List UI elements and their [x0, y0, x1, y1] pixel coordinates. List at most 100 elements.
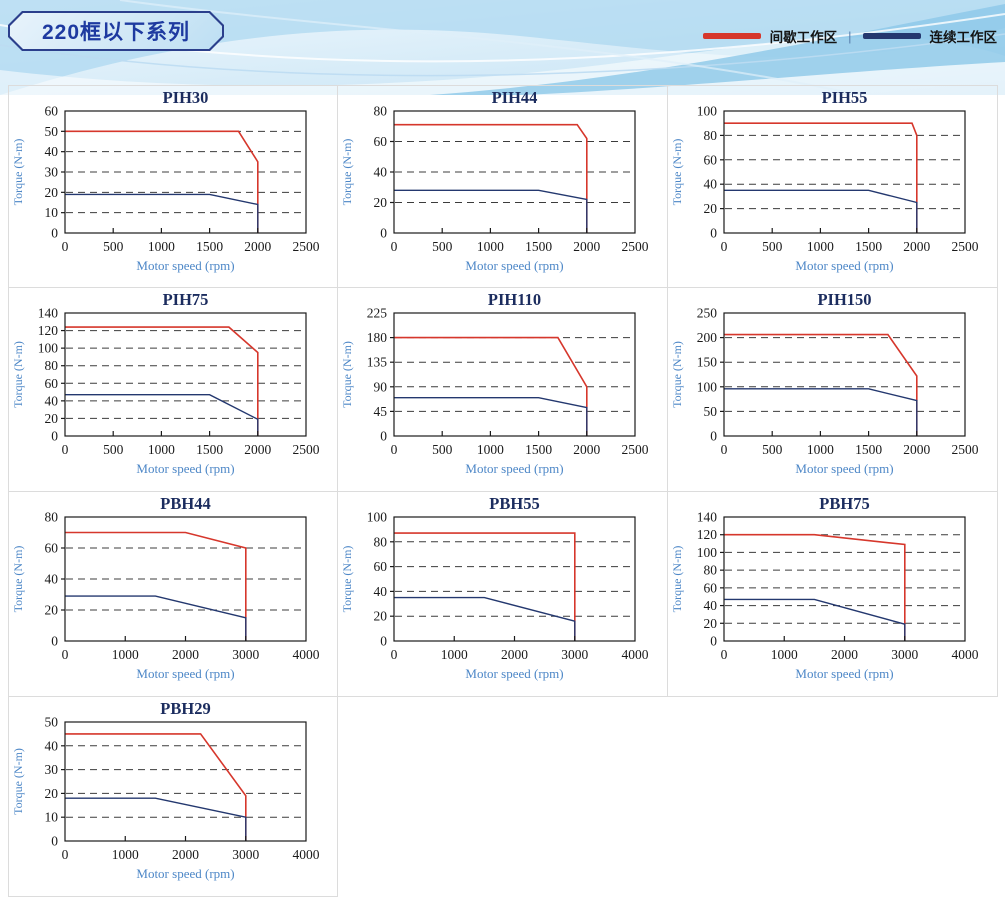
y-tick-label: 0 — [51, 429, 58, 444]
chart-title: PIH110 — [488, 290, 541, 309]
x-axis-label: Motor speed (rpm) — [795, 258, 893, 273]
chart-PIH44: 0 500 1000 1500 2000 2500 0 20 40 60 80 PIH44 Motor … — [340, 88, 649, 273]
chart-cell-PBH29: 0 1000 2000 3000 4000 0 10 20 30 40 50 PBH29 Motor s… — [8, 697, 338, 897]
y-tick-label: 40 — [374, 165, 388, 180]
chart-cell-PIH55: 0 500 1000 1500 2000 2500 0 20 40 60 80 100 PIH55 Mot… — [668, 85, 998, 288]
chart-title: PIH30 — [163, 88, 209, 107]
axis-box — [64, 721, 307, 842]
x-tick-label: 1500 — [855, 239, 882, 254]
x-tick-label: 2500 — [293, 442, 320, 457]
x-tick-label: 1000 — [441, 647, 468, 662]
y-tick-label: 20 — [704, 201, 718, 216]
chart-cell-PBH75: 0 1000 2000 3000 4000 0 20 40 60 80 100 120 140 PBH75… — [668, 492, 998, 697]
x-tick-label: 1000 — [148, 442, 175, 457]
empty-cell — [668, 697, 998, 897]
intermittent-line — [65, 733, 247, 841]
continuous-line — [65, 393, 259, 436]
chart-cell-PIH44: 0 500 1000 1500 2000 2500 0 20 40 60 80 PIH44 Motor … — [338, 85, 668, 288]
x-axis-label: Motor speed (rpm) — [136, 461, 234, 476]
x-tick-label: 1000 — [148, 239, 175, 254]
y-tick-label: 50 — [45, 715, 59, 730]
chart-PIH150: 0 500 1000 1500 2000 2500 0 50 100 150 200 250 PIH15… — [670, 290, 979, 476]
x-tick-label: 1000 — [807, 239, 834, 254]
intermittent-line — [724, 333, 918, 436]
x-tick-label: 0 — [62, 239, 69, 254]
x-tick-label: 1500 — [525, 442, 552, 457]
continuous-zone-label: 连续工作区 — [929, 30, 998, 45]
x-tick-label: 0 — [721, 239, 728, 254]
y-tick-label: 120 — [697, 527, 718, 542]
y-tick-label: 20 — [45, 185, 59, 200]
x-tick-label: 3000 — [232, 647, 259, 662]
x-tick-label: 2000 — [501, 647, 528, 662]
x-tick-label: 2000 — [172, 647, 199, 662]
y-tick-label: 140 — [697, 510, 718, 525]
chart-PBH75: 0 1000 2000 3000 4000 0 20 40 60 80 100 120 140 PBH75… — [670, 494, 979, 681]
x-tick-label: 1000 — [771, 647, 798, 662]
chart-cell-PIH150: 0 500 1000 1500 2000 2500 0 50 100 150 200 250 PIH15… — [668, 288, 998, 492]
x-tick-label: 1500 — [196, 239, 223, 254]
y-axis-label: Torque (N-m) — [11, 341, 25, 408]
x-tick-label: 2500 — [622, 442, 649, 457]
y-tick-label: 80 — [374, 534, 388, 549]
x-tick-label: 2000 — [903, 239, 930, 254]
y-tick-label: 100 — [697, 104, 718, 119]
x-tick-label: 0 — [62, 647, 69, 662]
y-tick-label: 80 — [704, 128, 718, 143]
x-axis-label: Motor speed (rpm) — [795, 461, 893, 476]
x-tick-label: 2000 — [573, 239, 600, 254]
chart-title: PIH44 — [492, 88, 538, 107]
y-tick-label: 0 — [51, 634, 58, 649]
y-tick-label: 60 — [374, 559, 388, 574]
chart-cell-PIH30: 0 500 1000 1500 2000 2500 0 10 20 30 40 50 60 PIH30 Mo… — [8, 85, 338, 288]
chart-PIH55: 0 500 1000 1500 2000 2500 0 20 40 60 80 100 PIH55 Mot… — [670, 88, 979, 273]
continuous-line — [65, 193, 259, 233]
continuous-line — [724, 388, 918, 436]
y-axis-label: Torque (N-m) — [670, 546, 684, 613]
x-tick-label: 500 — [432, 239, 453, 254]
y-tick-label: 0 — [710, 429, 717, 444]
x-axis-label: Motor speed (rpm) — [465, 461, 563, 476]
y-tick-label: 80 — [704, 563, 718, 578]
x-tick-label: 2000 — [244, 239, 271, 254]
y-tick-label: 20 — [45, 603, 59, 618]
continuous-line — [65, 595, 247, 641]
y-tick-label: 90 — [374, 379, 388, 394]
continuous-line — [394, 596, 576, 641]
y-tick-label: 0 — [380, 429, 387, 444]
y-tick-label: 0 — [710, 226, 717, 241]
chart-PBH29: 0 1000 2000 3000 4000 0 10 20 30 40 50 PBH29 Motor s… — [11, 699, 320, 881]
y-axis-label: Torque (N-m) — [340, 341, 354, 408]
y-axis-label: Torque (N-m) — [340, 139, 354, 206]
y-tick-label: 60 — [704, 580, 718, 595]
x-tick-label: 0 — [391, 442, 398, 457]
y-tick-label: 120 — [38, 323, 59, 338]
chart-cell-PBH44: 0 1000 2000 3000 4000 0 20 40 60 80 PBH44 Motor spe… — [8, 492, 338, 697]
intermittent-line — [65, 531, 247, 641]
x-tick-label: 0 — [721, 647, 728, 662]
x-tick-label: 1500 — [855, 442, 882, 457]
y-tick-label: 30 — [45, 762, 59, 777]
y-tick-label: 0 — [380, 634, 387, 649]
chart-PBH55: 0 1000 2000 3000 4000 0 20 40 60 80 100 PBH55 Motor … — [340, 494, 649, 681]
continuous-line — [394, 396, 588, 436]
axis-box — [723, 312, 966, 437]
x-tick-label: 2000 — [831, 647, 858, 662]
y-tick-label: 100 — [697, 379, 718, 394]
chart-PIH75: 0 500 1000 1500 2000 2500 0 20 40 60 80 100 120 140 PI… — [11, 290, 320, 476]
y-tick-label: 60 — [45, 541, 59, 556]
chart-title: PIH75 — [163, 290, 209, 309]
y-tick-label: 0 — [51, 226, 58, 241]
y-tick-label: 20 — [45, 786, 59, 801]
y-tick-label: 60 — [45, 104, 59, 119]
x-tick-label: 3000 — [891, 647, 918, 662]
x-tick-label: 2500 — [293, 239, 320, 254]
y-tick-label: 50 — [704, 404, 718, 419]
y-tick-label: 135 — [367, 355, 388, 370]
page-title: 220框以下系列 — [41, 21, 191, 44]
x-tick-label: 4000 — [293, 647, 320, 662]
chart-title: PBH44 — [160, 494, 210, 513]
x-tick-label: 500 — [103, 442, 124, 457]
y-tick-label: 40 — [45, 738, 59, 753]
